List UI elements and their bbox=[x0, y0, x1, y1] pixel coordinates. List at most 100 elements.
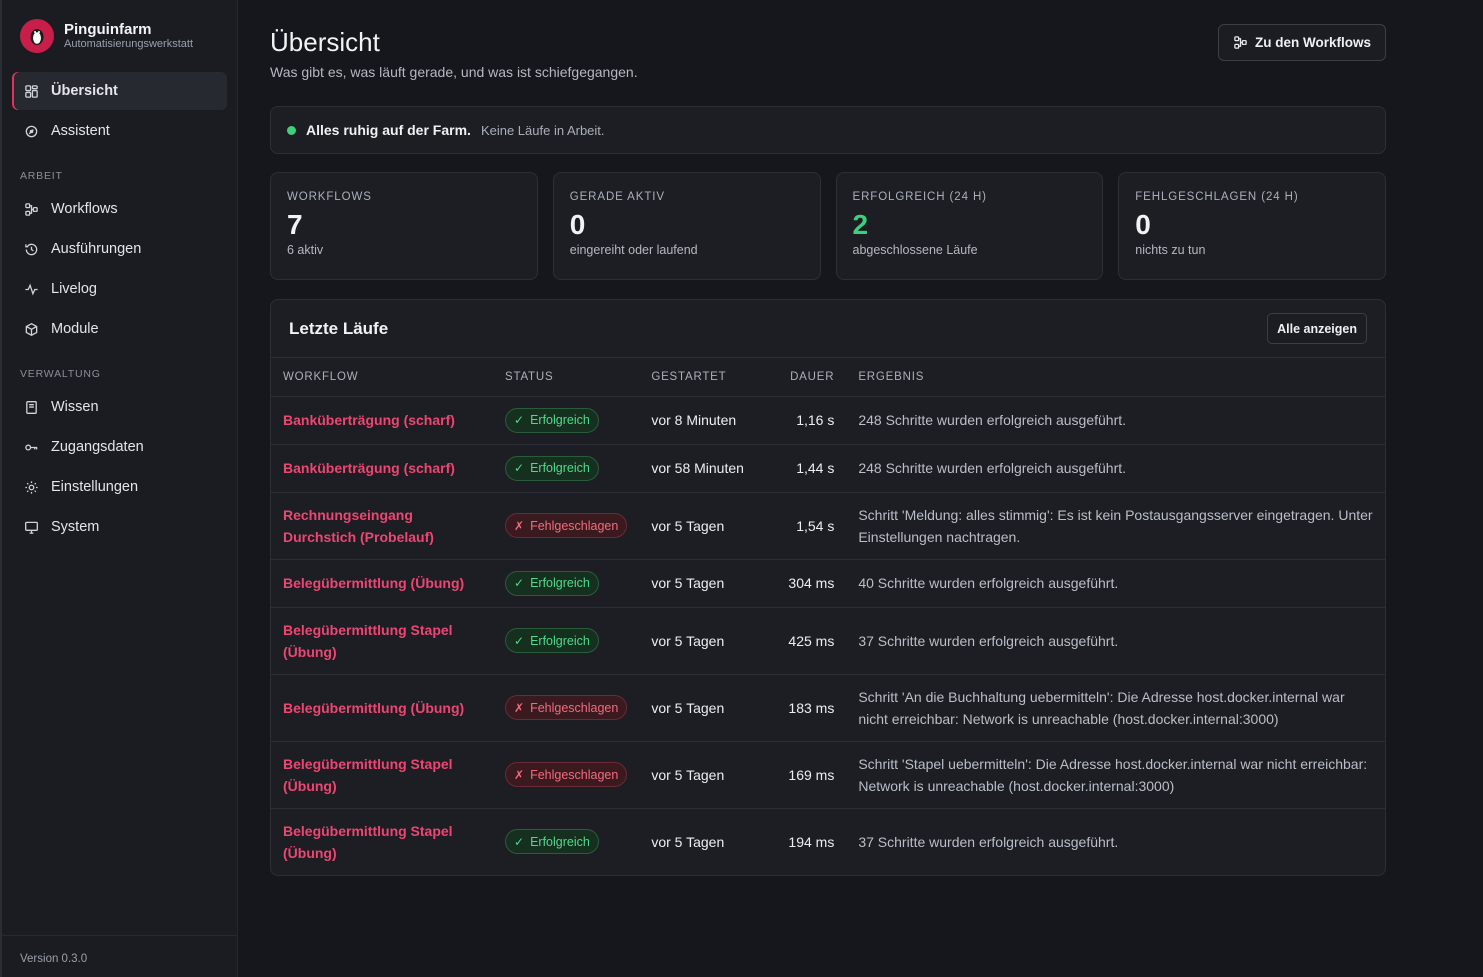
brand-name: Pinguinfarm bbox=[64, 21, 152, 38]
stat-sub: nichts zu tun bbox=[1135, 243, 1206, 257]
stat-card-successful[interactable]: ERFOLGREICH (24 H) 2 abgeschlossene Läuf… bbox=[835, 172, 1104, 280]
sidebar-item-label: Workflows bbox=[51, 201, 118, 217]
show-all-button[interactable]: Alle anzeigen bbox=[1267, 313, 1367, 344]
duration-cell: 194 ms bbox=[788, 833, 835, 850]
table-row[interactable]: Rechnungseingang Durchstich (Probelauf) ✗… bbox=[271, 492, 1385, 560]
brand[interactable]: Pinguinfarm Automatisierungswerkstatt bbox=[2, 0, 237, 56]
result-cell: 248 Schritte wurden erfolgreich ausgefüh… bbox=[846, 396, 1385, 445]
sidebar-item-wissen[interactable]: Wissen bbox=[12, 388, 227, 426]
status-label: Fehlgeschlagen bbox=[530, 518, 619, 533]
duration-cell: 1,44 s bbox=[766, 444, 847, 493]
workflow-link[interactable]: Belegübermittlung Stapel (Übung) bbox=[271, 607, 493, 675]
check-icon: ✓ bbox=[514, 633, 525, 648]
column-header-duration[interactable]: DAUER bbox=[766, 358, 847, 397]
sidebar-item-label: Zugangsdaten bbox=[51, 439, 144, 455]
table-row[interactable]: Banküberträgung (scharf) ✓ Erfolgreich vor … bbox=[271, 396, 1385, 445]
go-to-workflows-button[interactable]: Zu den Workflows bbox=[1217, 24, 1386, 61]
workflow-link[interactable]: Belegübermittlung (Übung) bbox=[271, 674, 493, 742]
result-cell: Schritt 'Stapel uebermitteln': Die Adres… bbox=[846, 741, 1385, 809]
workflow-link[interactable]: Belegübermittlung (Übung) bbox=[271, 559, 493, 608]
workflow-link[interactable]: Rechnungseingang Durchstich (Probelauf) bbox=[271, 492, 493, 560]
status-badge: ✓ Erfolgreich bbox=[505, 407, 599, 433]
duration-cell: 425 ms bbox=[766, 607, 847, 675]
table-row[interactable]: Belegübermittlung (Übung) ✗ Fehlgeschlagen… bbox=[271, 674, 1385, 742]
status-cell: ✓ Erfolgreich bbox=[493, 396, 640, 445]
started-cell: vor 5 Tagen bbox=[639, 674, 767, 742]
sidebar-item-zugangsdaten[interactable]: Zugangsdaten bbox=[12, 428, 227, 466]
started-cell: vor 5 Tagen bbox=[639, 741, 767, 809]
started-cell: vor 5 Tagen bbox=[639, 607, 767, 675]
x-icon: ✗ bbox=[514, 518, 525, 533]
column-header-started[interactable]: GESTARTET bbox=[639, 358, 767, 397]
stat-card-active[interactable]: GERADE AKTIV 0 eingereiht oder laufend bbox=[552, 172, 821, 280]
status-label: Erfolgreich bbox=[530, 413, 590, 427]
workflow-icon bbox=[24, 202, 39, 217]
monitor-icon bbox=[24, 520, 39, 535]
stats-row: WORKFLOWS 7 6 aktiv GERADE AKTIV 0 einge… bbox=[270, 172, 1386, 280]
sidebar-item-livelog[interactable]: Livelog bbox=[12, 270, 227, 308]
duration-cell: 1,54 s bbox=[766, 492, 847, 560]
sidebar-item-system[interactable]: System bbox=[12, 508, 227, 546]
sidebar-item-assistent[interactable]: Assistent bbox=[12, 112, 227, 150]
check-icon: ✓ bbox=[514, 461, 525, 475]
recent-runs-header: Letzte Läufe Alle anzeigen bbox=[271, 300, 1385, 358]
status-label: Erfolgreich bbox=[530, 834, 590, 849]
table-row[interactable]: Banküberträgung (scharf) ✓ Erfolgreich vor … bbox=[271, 444, 1385, 493]
table-row[interactable]: Belegübermittlung Stapel (Übung) ✗ Fehlges… bbox=[271, 741, 1385, 809]
sidebar-item-uebersicht[interactable]: Übersicht bbox=[12, 72, 227, 110]
status-badge: ✓ Erfolgreich bbox=[505, 455, 599, 481]
stat-sub: eingereiht oder laufend bbox=[569, 243, 698, 257]
table-row[interactable]: Belegübermittlung Stapel (Übung) ✓ Erfolgr… bbox=[271, 607, 1385, 675]
stat-label: WORKFLOWS bbox=[287, 191, 372, 203]
workflow-link[interactable]: Banküberträgung (scharf) bbox=[271, 396, 493, 445]
table-row[interactable]: Belegübermittlung (Übung) ✓ Erfolgreich vor… bbox=[271, 559, 1385, 608]
sidebar-item-label: Einstellungen bbox=[51, 479, 139, 495]
stat-value: 7 bbox=[287, 209, 303, 240]
page-header: Übersicht Was gibt es, was läuft gerade,… bbox=[270, 0, 1386, 106]
stat-value: 0 bbox=[1135, 209, 1151, 240]
column-header-status[interactable]: STATUS bbox=[493, 358, 640, 397]
stat-label: FEHLGESCHLAGEN (24 H) bbox=[1135, 191, 1299, 203]
duration-cell: 183 ms bbox=[766, 674, 847, 742]
started-cell: vor 8 Minuten bbox=[639, 396, 767, 445]
x-icon: ✗ bbox=[514, 767, 525, 782]
workflow-link[interactable]: Belegübermittlung Stapel (Übung) bbox=[271, 741, 493, 809]
workflow-icon bbox=[1234, 36, 1247, 49]
stat-card-failed[interactable]: FEHLGESCHLAGEN (24 H) 0 nichts zu tun bbox=[1118, 172, 1386, 280]
key-icon bbox=[24, 440, 39, 455]
penguin-logo-icon bbox=[20, 19, 54, 53]
sidebar-item-module[interactable]: Module bbox=[12, 310, 227, 348]
button-label: Zu den Workflows bbox=[1254, 35, 1371, 50]
stat-sub: abgeschlossene Läufe bbox=[852, 243, 978, 257]
recent-runs-title: Letzte Läufe bbox=[289, 318, 389, 338]
stat-card-workflows[interactable]: WORKFLOWS 7 6 aktiv bbox=[270, 172, 538, 280]
sidebar-item-einstellungen[interactable]: Einstellungen bbox=[12, 468, 227, 506]
sidebar-item-label: System bbox=[51, 519, 100, 535]
status-badge: ✗ Fehlgeschlagen bbox=[505, 513, 628, 538]
duration-cell: 169 ms bbox=[766, 741, 847, 809]
started-cell: vor 58 Minuten bbox=[639, 444, 767, 493]
status-badge: ✗ Fehlgeschlagen bbox=[505, 695, 628, 720]
runs-table-body: Banküberträgung (scharf) ✓ Erfolgreich vor … bbox=[271, 396, 1385, 875]
status-label: Erfolgreich bbox=[530, 461, 590, 475]
workflow-link[interactable]: Banküberträgung (scharf) bbox=[271, 444, 493, 493]
started-cell: vor 5 Tagen bbox=[639, 492, 767, 560]
status-cell: ✗ Fehlgeschlagen bbox=[493, 674, 640, 742]
status-cell: ✗ Fehlgeschlagen bbox=[493, 492, 640, 560]
sidebar-item-ausfuehrungen[interactable]: Ausführungen bbox=[12, 230, 227, 268]
status-cell: ✓ Erfolgreich bbox=[493, 559, 640, 608]
x-icon: ✗ bbox=[514, 700, 525, 715]
workflow-link[interactable]: Belegübermittlung Stapel (Übung) bbox=[283, 822, 453, 861]
stat-label: GERADE AKTIV bbox=[569, 191, 665, 203]
duration-cell: 304 ms bbox=[766, 559, 847, 608]
column-header-workflow[interactable]: WORKFLOW bbox=[271, 358, 493, 397]
sidebar-item-workflows[interactable]: Workflows bbox=[12, 190, 227, 228]
status-cell: ✓ Erfolgreich bbox=[493, 808, 639, 875]
cube-icon bbox=[24, 322, 39, 337]
sidebar-item-label: Assistent bbox=[51, 123, 110, 139]
result-cell: 37 Schritte wurden erfolgreich ausgeführ… bbox=[846, 607, 1385, 675]
status-label: Erfolgreich bbox=[530, 576, 590, 590]
table-row[interactable]: Belegübermittlung Stapel (Übung) ✓ Erfolgr… bbox=[271, 808, 1385, 875]
column-header-result[interactable]: ERGEBNIS bbox=[846, 358, 1385, 397]
result-cell: 40 Schritte wurden erfolgreich ausgeführ… bbox=[846, 559, 1385, 608]
